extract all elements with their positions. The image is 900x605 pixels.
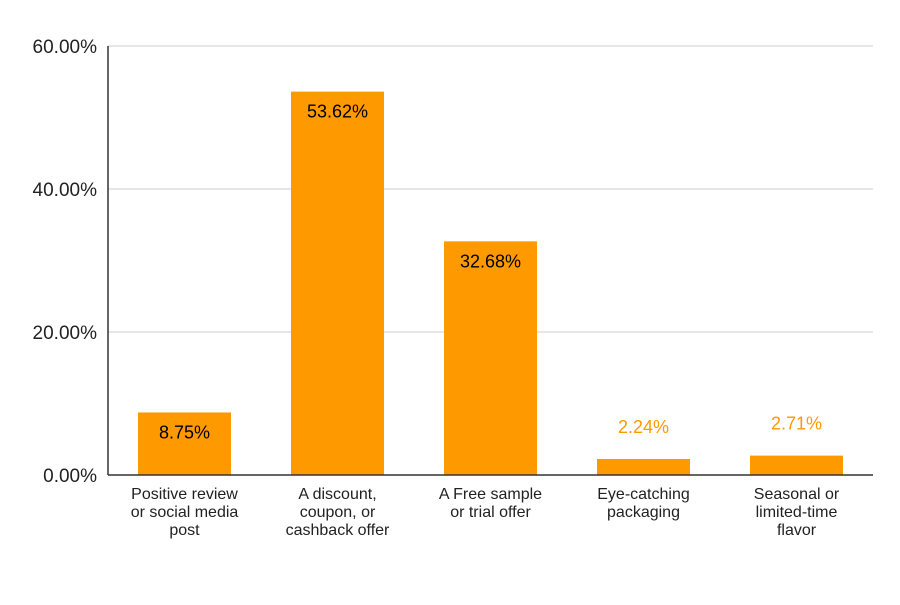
x-tick-label: A discount, coupon, or cashback offer: [286, 486, 390, 539]
x-tick-label: Eye-catching packaging: [597, 486, 690, 521]
x-tick-label-line: Seasonal or: [754, 486, 840, 503]
x-tick-label-line: limited-time: [756, 504, 838, 521]
data-label: 8.75%: [159, 422, 210, 442]
data-label: 32.68%: [460, 251, 521, 271]
x-tick-label: Positive review or social media post: [131, 486, 239, 539]
bar: [750, 455, 843, 475]
y-tick-labels: 0.00% 20.00% 40.00% 60.00%: [33, 37, 98, 487]
x-tick-label-line: A Free sample: [439, 486, 542, 503]
x-tick-label-line: packaging: [607, 504, 680, 521]
axes: [107, 46, 873, 476]
x-tick-label-line: Positive review: [131, 486, 238, 503]
y-tick-label: 40.00%: [33, 180, 98, 201]
x-tick-label-line: Eye-catching: [597, 486, 690, 503]
bar: [597, 458, 690, 475]
y-tick-label: 0.00%: [43, 466, 97, 487]
x-tick-label-line: cashback offer: [286, 522, 390, 539]
x-tick-label-line: flavor: [777, 522, 817, 539]
x-tick-label-line: A discount,: [298, 486, 376, 503]
x-tick-label: Seasonal or limited-time flavor: [754, 486, 840, 539]
x-tick-label-line: coupon, or: [300, 504, 376, 521]
x-tick-label-line: or social media: [131, 504, 239, 521]
bar: [138, 412, 231, 475]
x-tick-label-line: or trial offer: [450, 504, 531, 521]
bar: [291, 91, 384, 475]
data-label: 53.62%: [307, 102, 368, 122]
x-tick-label: A Free sample or trial offer: [439, 486, 542, 521]
y-tick-label: 60.00%: [33, 37, 98, 58]
bars: [138, 91, 843, 475]
x-tick-labels: Positive review or social media post A disc…: [131, 486, 840, 539]
x-tick-label-line: post: [169, 522, 200, 539]
bar: [444, 241, 537, 475]
y-tick-label: 20.00%: [33, 323, 98, 344]
data-label: 2.71%: [771, 414, 822, 434]
data-labels: 8.75% 53.62% 32.68% 2.24% 2.71%: [159, 102, 822, 443]
data-label: 2.24%: [618, 417, 669, 437]
